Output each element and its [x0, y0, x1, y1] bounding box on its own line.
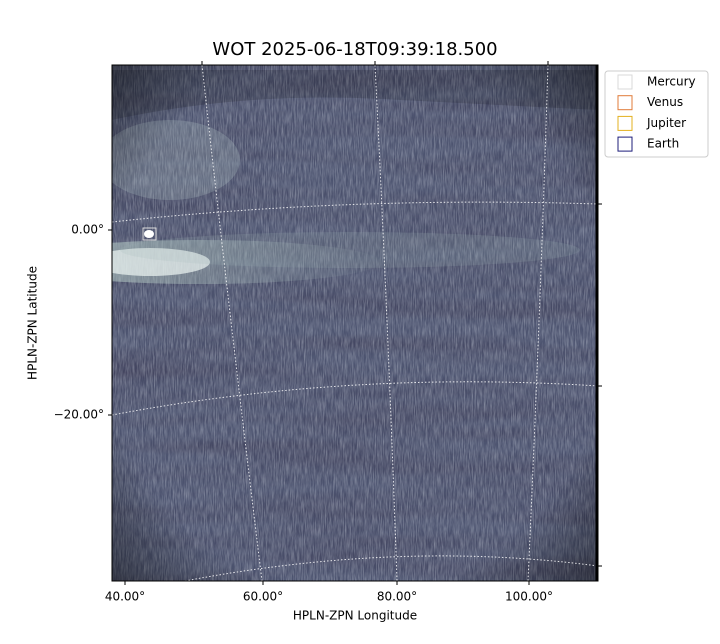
legend-marker [617, 136, 633, 152]
grid-line [201, 65, 263, 581]
x-tick-label: 60.00° [243, 590, 283, 604]
y-tick-label: −20.00° [54, 408, 104, 422]
legend-marker [617, 74, 633, 90]
legend-label: Jupiter [646, 116, 686, 130]
y-axis-label: HPLN-ZPN Latitude [26, 266, 40, 380]
grid-line [374, 65, 398, 581]
legend-label: Earth [647, 137, 679, 151]
legend [604, 70, 709, 158]
x-axis-label: HPLN-ZPN Longitude [293, 609, 417, 623]
tick-labels: 40.00° 60.00° 80.00° 100.00° 0.00° −20.00° [54, 61, 602, 604]
legend-label: Venus [647, 95, 683, 109]
grid-line [527, 65, 549, 581]
legend-marker [617, 115, 633, 131]
grid-line [184, 555, 598, 581]
x-tick-label: 40.00° [105, 590, 145, 604]
grid-line [112, 381, 598, 416]
legend-label: Mercury [647, 75, 696, 89]
legend-marker [617, 95, 633, 111]
image [112, 65, 598, 581]
x-tick-label: 100.00° [505, 590, 553, 604]
legend-items: Mercury Venus Jupiter Earth [617, 74, 696, 152]
y-tick-label: 0.00° [71, 223, 104, 237]
x-tick-label: 80.00° [377, 590, 417, 604]
title: WOT 2025-06-18T09:39:18.500 [212, 39, 497, 60]
